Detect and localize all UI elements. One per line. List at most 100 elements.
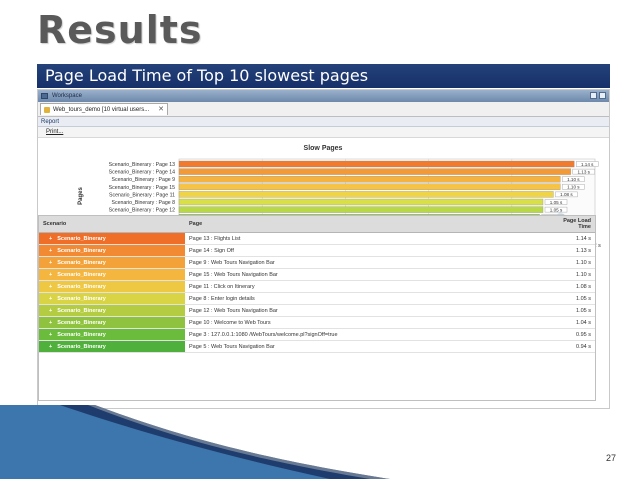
scenario-label: Scenario_Binerary (57, 331, 106, 338)
tab-web-tours-demo[interactable]: Web_tours_demo [10 virtual users... ✕ (40, 103, 168, 115)
scenario-label: Scenario_Binerary (57, 295, 106, 302)
value-label-box (544, 206, 568, 213)
scenario-cell[interactable]: + Scenario_Binerary (39, 316, 185, 329)
expand-icon[interactable]: + (49, 283, 53, 290)
column-header-time-line1: Page Load (563, 218, 591, 224)
page-load-time-cell: 1.14 s (537, 232, 595, 245)
column-header-page-load-time[interactable]: Page Load Time (537, 216, 595, 233)
value-label-box (572, 168, 595, 175)
slow-pages-table: Scenario Page Page Load Time + Scenario_B… (38, 215, 596, 401)
scenario-cell[interactable]: + Scenario_Binerary (39, 256, 185, 269)
expand-icon[interactable]: + (49, 331, 53, 338)
page-number: 27 (606, 453, 617, 463)
page-cell: Page 14 : Sign Off (185, 244, 537, 257)
page-cell: Page 9 : Web Tours Navigation Bar (185, 256, 537, 269)
scenario-label: Scenario_Binerary (57, 247, 106, 254)
chart-bar (178, 168, 571, 175)
column-header-time-line2: Time (578, 224, 591, 230)
workspace-titlebar: Workspace (38, 90, 609, 102)
scenario-cell[interactable]: + Scenario_Binerary (39, 304, 185, 317)
table-row[interactable]: + Scenario_Binerary Page 12 : Web Tours Na… (39, 304, 595, 317)
page-cell: Page 5 : Web Tours Navigation Bar (185, 340, 537, 353)
table-row[interactable]: + Scenario_Binerary Page 8 : Enter login d… (39, 292, 595, 305)
scenario-cell[interactable]: + Scenario_Binerary (39, 244, 185, 257)
table-row[interactable]: + Scenario_Binerary Page 5 : Web Tours Nav… (39, 340, 595, 353)
scenario-label: Scenario_Binerary (57, 283, 106, 290)
table-row[interactable]: + Scenario_Binerary Page 9 : Web Tours Nav… (39, 256, 595, 269)
expand-icon[interactable]: + (49, 307, 53, 314)
page-cell: Page 11 : Click on Itinerary (185, 280, 537, 293)
workspace-icon (41, 93, 48, 99)
data-label: 1.14 s (581, 162, 594, 167)
category-label: Scenario_Binerary : Page 14 (109, 170, 175, 176)
page-cell: Page 15 : Web Tours Navigation Bar (185, 268, 537, 281)
scenario-label: Scenario_Binerary (57, 307, 106, 314)
category-label: Scenario_Binerary : Page 11 (109, 192, 175, 198)
scenario-cell[interactable]: + Scenario_Binerary (39, 232, 185, 245)
expand-icon[interactable]: + (49, 235, 53, 242)
table-row[interactable]: + Scenario_Binerary Page 10 : Welcome to W… (39, 316, 595, 329)
table-row[interactable]: + Scenario_Binerary Page 15 : Web Tours Na… (39, 268, 595, 281)
value-label-box (562, 184, 585, 190)
data-label: 1.10 s (567, 185, 580, 190)
maximize-icon[interactable] (599, 92, 606, 99)
page-load-time-cell: 1.05 s (537, 304, 595, 317)
table-row[interactable]: + Scenario_Binerary Page 13 : Flights List… (39, 232, 595, 245)
data-label: 1.05 s (550, 207, 563, 212)
scenario-cell[interactable]: + Scenario_Binerary (39, 292, 185, 305)
page-cell: Page 10 : Welcome to Web Tours (185, 316, 537, 329)
value-label-box (576, 161, 599, 167)
table-header-row: Scenario Page Page Load Time (39, 216, 595, 233)
page-load-time-cell: 1.13 s (537, 244, 595, 257)
scenario-label: Scenario_Binerary (57, 319, 106, 326)
minimize-icon[interactable] (590, 92, 597, 99)
workspace-label: Workspace (52, 93, 82, 99)
page-cell: Page 13 : Flights List (185, 232, 537, 245)
scenario-cell[interactable]: + Scenario_Binerary (39, 340, 185, 353)
expand-icon[interactable]: + (49, 343, 53, 350)
table-row[interactable]: + Scenario_Binerary Page 3 : 127.0.0.1:108… (39, 328, 595, 341)
data-label: 1.08 s (560, 192, 573, 197)
category-label: Scenario_Binerary : Page 12 (109, 208, 175, 214)
page-load-time-cell: 1.05 s (537, 292, 595, 305)
column-header-scenario[interactable]: Scenario (39, 216, 185, 233)
expand-icon[interactable]: + (49, 271, 53, 278)
category-label: Scenario_Binerary : Page 15 (109, 185, 175, 191)
loadtest-icon (44, 107, 50, 113)
expand-icon[interactable]: + (49, 319, 53, 326)
page-load-time-cell: 0.94 s (537, 340, 595, 353)
expand-icon[interactable]: + (49, 247, 53, 254)
scenario-label: Scenario_Binerary (57, 259, 106, 266)
value-label-box (544, 199, 568, 205)
tab-bar: Web_tours_demo [10 virtual users... ✕ (38, 102, 609, 117)
page-load-time-cell: 0.95 s (537, 328, 595, 341)
table-row[interactable]: + Scenario_Binerary Page 11 : Click on Iti… (39, 280, 595, 293)
table-row[interactable]: + Scenario_Binerary Page 14 : Sign Off 1.13… (39, 244, 595, 257)
print-link[interactable]: Print... (46, 129, 64, 135)
page-cell: Page 8 : Enter login details (185, 292, 537, 305)
chart-title: Slow Pages (304, 145, 343, 152)
close-icon[interactable]: ✕ (158, 106, 164, 113)
print-toolbar: Print... (38, 127, 609, 138)
value-label-box (555, 191, 578, 198)
chart-y-axis-label: Pages (78, 187, 84, 205)
page-load-time-cell: 1.04 s (537, 316, 595, 329)
column-header-page[interactable]: Page (185, 216, 537, 233)
page-cell: Page 12 : Web Tours Navigation Bar (185, 304, 537, 317)
slide-title: Results (37, 8, 203, 52)
expand-icon[interactable]: + (49, 295, 53, 302)
scenario-cell[interactable]: + Scenario_Binerary (39, 280, 185, 293)
chart-bar (178, 191, 554, 198)
scenario-label: Scenario_Binerary (57, 343, 106, 350)
expand-icon[interactable]: + (49, 259, 53, 266)
page-load-time-cell: 1.08 s (537, 280, 595, 293)
data-label: 1.13 s (577, 169, 590, 174)
page-load-time-cell: 1.10 s (537, 256, 595, 269)
scenario-label: Scenario_Binerary (57, 235, 106, 242)
scenario-cell[interactable]: + Scenario_Binerary (39, 268, 185, 281)
chart-bar (178, 176, 561, 183)
scenario-cell[interactable]: + Scenario_Binerary (39, 328, 185, 341)
window-controls (590, 92, 606, 99)
page-load-time-cell: 1.10 s (537, 268, 595, 281)
category-label: Scenario_Binerary : Page 8 (112, 200, 176, 206)
